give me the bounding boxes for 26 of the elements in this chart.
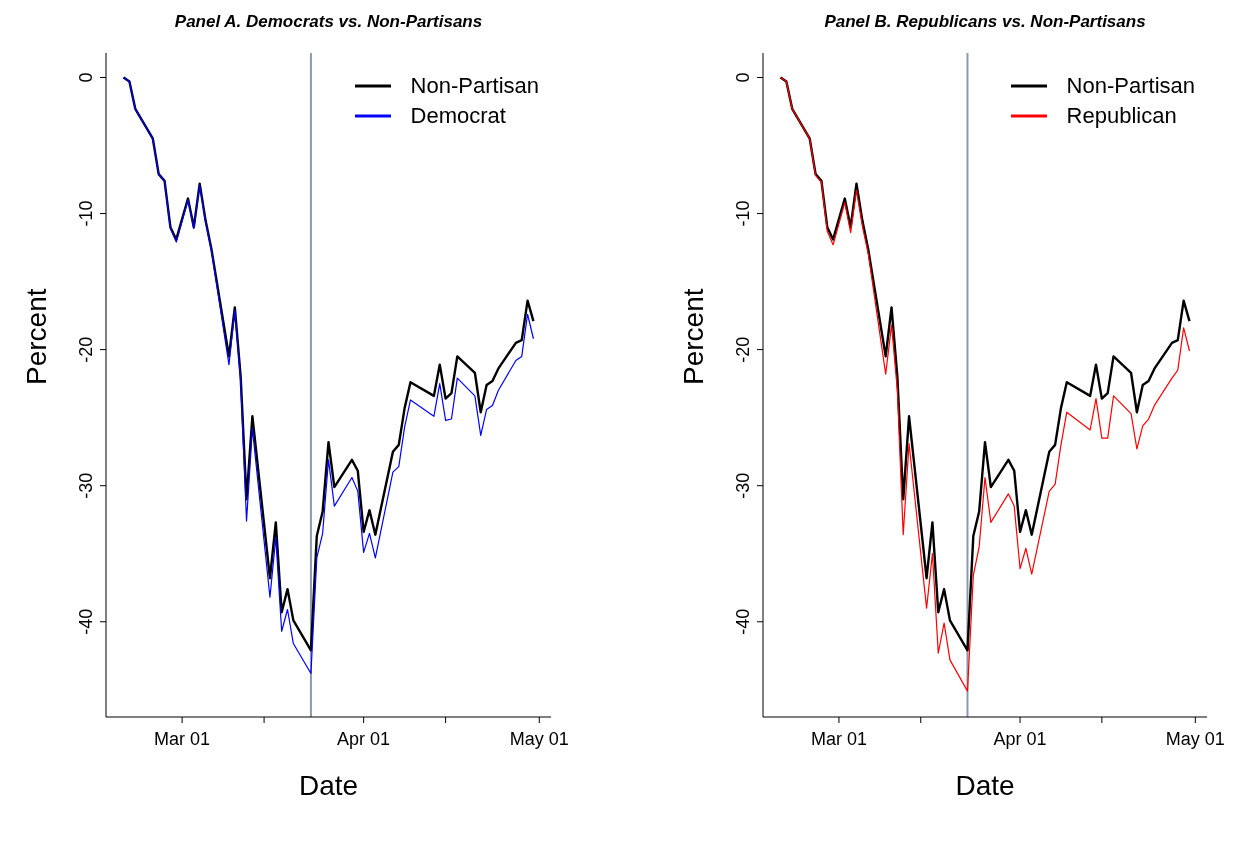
- x-tick-label: Apr 01: [337, 729, 391, 749]
- y-tick-label: -20: [76, 336, 96, 363]
- x-tick-label: May 01: [509, 729, 569, 749]
- legend-label: Non-Partisan: [410, 73, 539, 99]
- legend-label: Non-Partisan: [1066, 73, 1195, 99]
- y-tick-label: -30: [76, 472, 96, 499]
- y-tick-label: 0: [76, 72, 96, 83]
- y-axis-title: Percent: [677, 288, 709, 385]
- x-tick-label: May 01: [1165, 729, 1225, 749]
- x-tick-label: Mar 01: [154, 729, 211, 749]
- y-tick-label: -30: [733, 472, 753, 499]
- y-tick-label: -10: [76, 200, 96, 227]
- y-tick-label: 0: [733, 72, 753, 83]
- y-tick-label: -40: [733, 608, 753, 635]
- y-axis-title: Percent: [20, 288, 52, 385]
- chart-title: Panel A. Democrats vs. Non-Partisans: [173, 12, 484, 32]
- x-tick-label: Mar 01: [810, 729, 867, 749]
- y-tick-label: -10: [733, 200, 753, 227]
- legend-label: Democrat: [410, 103, 506, 129]
- y-tick-label: -20: [733, 336, 753, 363]
- x-axis-title: Date: [298, 770, 359, 801]
- y-tick-label: -40: [76, 608, 96, 635]
- x-tick-label: Apr 01: [993, 729, 1047, 749]
- chart-title: Panel B. Republicans vs. Non-Partisans: [823, 12, 1147, 32]
- x-axis-title: Date: [955, 770, 1015, 801]
- legend-label: Republican: [1066, 103, 1177, 129]
